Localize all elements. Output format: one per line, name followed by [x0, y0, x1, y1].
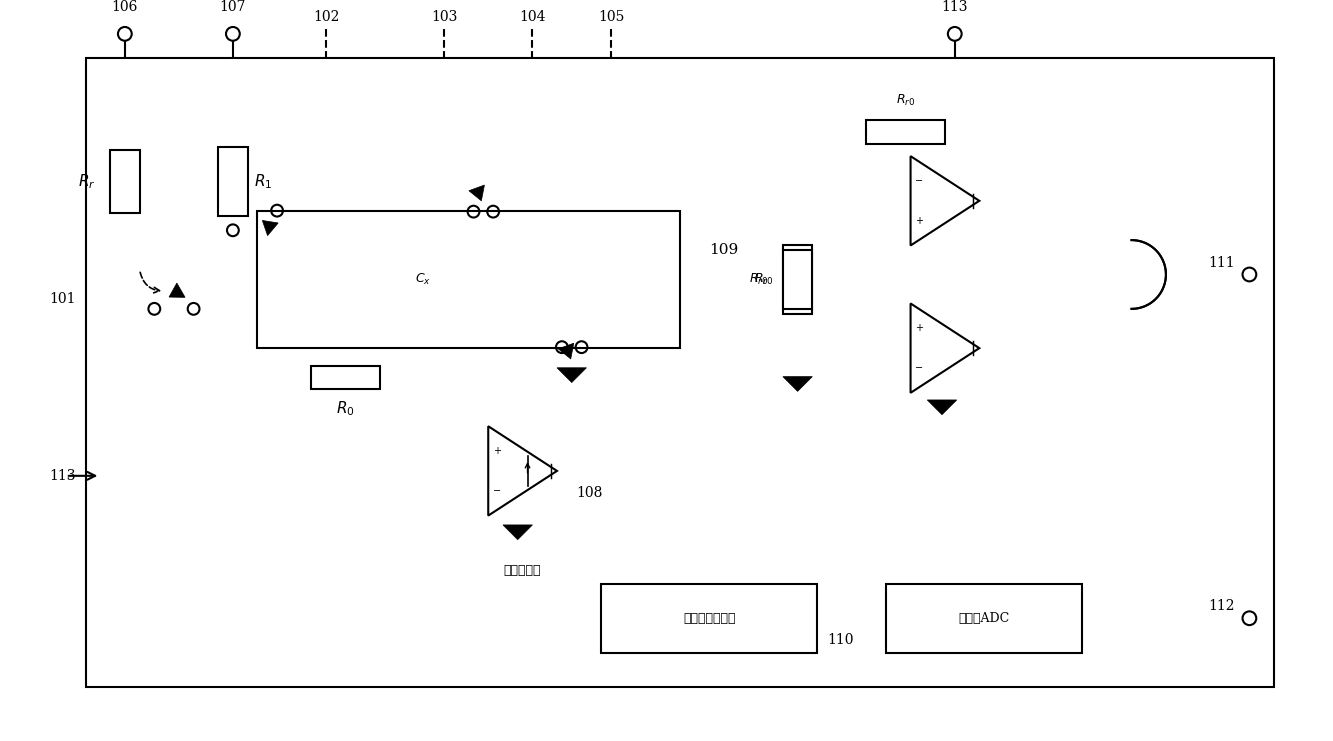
Bar [886, 584, 1082, 653]
Text: −: − [493, 486, 501, 496]
Polygon shape [910, 156, 980, 245]
Text: 104: 104 [519, 10, 545, 24]
Text: 运算放大器: 运算放大器 [504, 564, 541, 577]
Text: 105: 105 [597, 10, 624, 24]
Bar [312, 366, 380, 389]
Text: $R_{r0}$: $R_{r0}$ [749, 272, 768, 287]
Text: −: − [916, 363, 924, 373]
Bar [111, 150, 140, 213]
Text: 稳压及整流电路: 稳压及整流电路 [682, 612, 736, 625]
Text: $R_0$: $R_0$ [336, 399, 355, 418]
Text: $C_x$: $C_x$ [415, 272, 431, 287]
Polygon shape [928, 400, 957, 415]
Text: +: + [493, 446, 501, 456]
Bar [219, 147, 248, 216]
Polygon shape [557, 368, 587, 382]
Bar [866, 120, 945, 144]
Text: 106: 106 [112, 0, 139, 14]
Text: 111: 111 [1208, 256, 1234, 270]
Polygon shape [469, 185, 484, 201]
Text: $R_r$: $R_r$ [77, 172, 96, 190]
Text: 112: 112 [1208, 599, 1234, 614]
Text: 102: 102 [313, 10, 340, 24]
Bar [782, 250, 812, 309]
Polygon shape [488, 426, 557, 516]
Text: 109: 109 [709, 243, 738, 257]
Text: 108: 108 [577, 485, 603, 499]
Polygon shape [169, 283, 185, 297]
Polygon shape [910, 304, 980, 393]
Text: 107: 107 [220, 0, 247, 14]
Bar [782, 245, 812, 313]
Text: −: − [916, 176, 924, 186]
Text: +: + [916, 323, 924, 333]
Text: 113: 113 [941, 0, 968, 14]
Polygon shape [503, 525, 532, 539]
Bar [85, 59, 1274, 687]
Text: $R_{r0}$: $R_{r0}$ [753, 272, 773, 287]
Text: 110: 110 [826, 633, 853, 647]
Polygon shape [263, 221, 279, 236]
Text: $R_{r0}$: $R_{r0}$ [896, 93, 916, 107]
Polygon shape [559, 343, 573, 359]
Text: 103: 103 [431, 10, 457, 24]
Text: 低精度ADC: 低精度ADC [958, 612, 1010, 625]
Polygon shape [782, 376, 812, 391]
Polygon shape [1106, 240, 1166, 309]
Bar [601, 584, 817, 653]
Text: 113: 113 [49, 469, 76, 483]
Bar [257, 210, 680, 348]
Text: +: + [916, 216, 924, 226]
Text: $R_1$: $R_1$ [255, 172, 273, 190]
Text: 101: 101 [49, 292, 76, 306]
